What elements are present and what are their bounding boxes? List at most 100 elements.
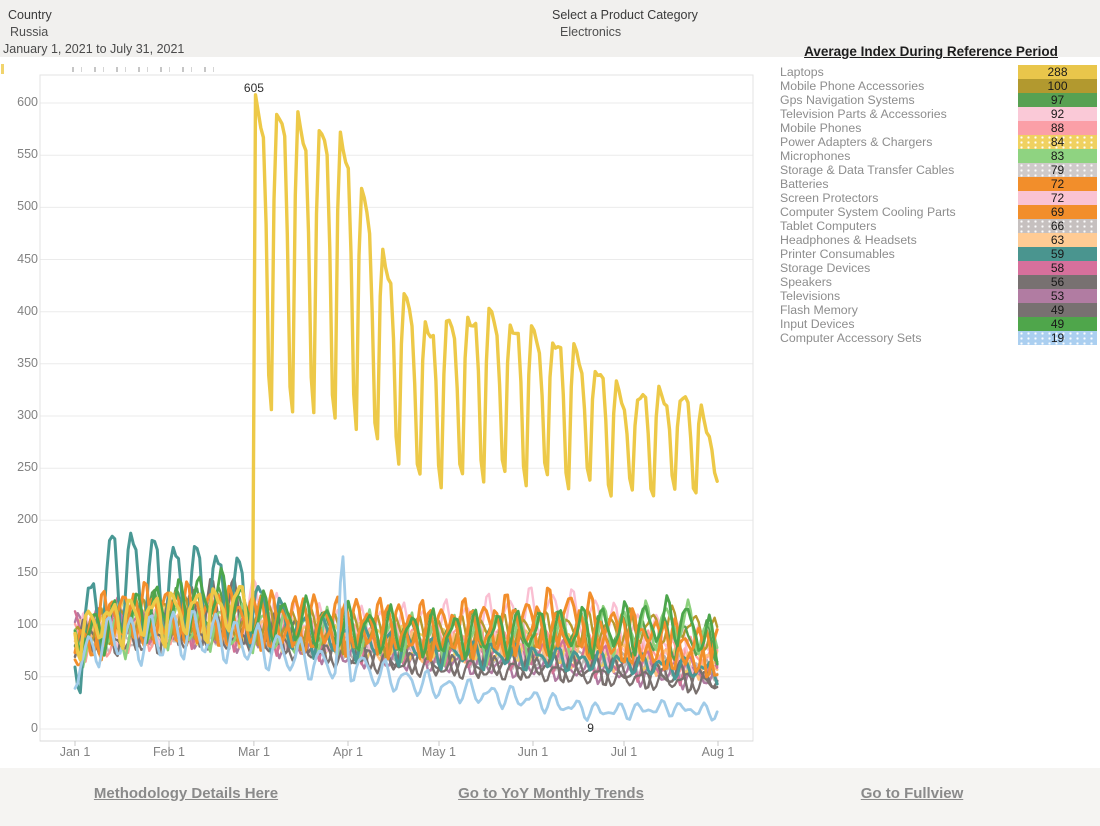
data-annotation: 9 <box>587 720 594 735</box>
y-axis-tick-label: 450 <box>17 251 38 266</box>
legend-item-swatch: 288 <box>1018 65 1097 79</box>
legend-item[interactable]: Speakers 56 <box>765 275 1097 289</box>
legend-item-label: Televisions <box>780 289 841 303</box>
legend-item[interactable]: Computer System Cooling Parts 69 <box>765 205 1097 219</box>
country-filter-label: Country <box>8 8 52 22</box>
legend-item-label: Mobile Phones <box>780 121 862 135</box>
legend-panel: Average Index During Reference Period La… <box>765 44 1097 345</box>
legend-item[interactable]: Printer Consumables 59 <box>765 247 1097 261</box>
legend-title: Average Index During Reference Period <box>804 44 1058 59</box>
category-filter-value[interactable]: Electronics <box>560 25 622 39</box>
legend-item[interactable]: Television Parts & Accessories 92 <box>765 107 1097 121</box>
legend-item[interactable]: Flash Memory 49 <box>765 303 1097 317</box>
x-axis-tick-label: Apr 1 <box>333 745 363 759</box>
yoy-trends-link[interactable]: Go to YoY Monthly Trends <box>458 785 644 802</box>
legend-item-swatch: 92 <box>1018 107 1097 121</box>
legend-item-label: Gps Navigation Systems <box>780 93 915 107</box>
x-axis-tick-label: Jun 1 <box>517 745 549 759</box>
legend-item-label: Power Adapters & Chargers <box>780 135 933 149</box>
x-axis-tick-label: Mar 1 <box>237 745 270 759</box>
x-axis-tick-label: May 1 <box>421 745 456 759</box>
legend-item[interactable]: Headphones & Headsets 63 <box>765 233 1097 247</box>
legend-item-swatch: 79 <box>1018 163 1097 177</box>
y-axis-tick-label: 350 <box>17 355 38 370</box>
legend-item-swatch: 83 <box>1018 149 1097 163</box>
legend-item-swatch: 58 <box>1018 261 1097 275</box>
legend-item-label: Television Parts & Accessories <box>780 107 947 121</box>
legend-item-swatch: 49 <box>1018 303 1097 317</box>
clipped-line-mark <box>1 64 4 74</box>
methodology-link[interactable]: Methodology Details Here <box>93 785 279 802</box>
legend-item-swatch: 19 <box>1018 331 1097 345</box>
legend-item-swatch: 59 <box>1018 247 1097 261</box>
legend-item-label: Storage Devices <box>780 261 871 275</box>
legend-item[interactable]: Televisions 53 <box>765 289 1097 303</box>
x-axis-tick-label: Jan 1 <box>59 745 91 759</box>
y-axis-tick-label: 300 <box>17 408 38 422</box>
x-axis-tick-label: Aug 1 <box>701 745 735 759</box>
legend-item-swatch: 84 <box>1018 135 1097 149</box>
legend-rows: Laptops 288 Mobile Phone Accessories 100 Gps… <box>765 65 1097 345</box>
legend-item-label: Laptops <box>780 65 824 79</box>
series-line-flash-memory[interactable] <box>73 622 719 695</box>
legend-item-label: Computer System Cooling Parts <box>780 205 956 219</box>
legend-item[interactable]: Storage & Data Transfer Cables 79 <box>765 163 1097 177</box>
y-axis-tick-label: 150 <box>17 564 38 579</box>
legend-item[interactable]: Gps Navigation Systems 97 <box>765 93 1097 107</box>
legend-item-swatch: 63 <box>1018 233 1097 247</box>
x-axis-tick-label: Feb 1 <box>153 745 185 759</box>
y-axis-tick-label: 400 <box>17 303 38 318</box>
footer-bar: Methodology Details Here Go to YoY Month… <box>0 768 1100 826</box>
y-axis-tick-label: 50 <box>24 668 38 683</box>
y-axis-tick-label: 550 <box>17 147 38 162</box>
legend-item-swatch: 49 <box>1018 317 1097 331</box>
x-axis-tick-label: Jul 1 <box>610 745 638 759</box>
legend-item-label: Mobile Phone Accessories <box>780 79 925 93</box>
legend-item-swatch: 53 <box>1018 289 1097 303</box>
series-line-laptops[interactable] <box>73 93 719 662</box>
legend-item[interactable]: Mobile Phones 88 <box>765 121 1097 135</box>
legend-item[interactable]: Tablet Computers 66 <box>765 219 1097 233</box>
y-axis-tick-label: 500 <box>17 199 38 214</box>
legend-item-label: Tablet Computers <box>780 219 877 233</box>
legend-item[interactable]: Storage Devices 58 <box>765 261 1097 275</box>
legend-item-swatch: 66 <box>1018 219 1097 233</box>
legend-item-label: Microphones <box>780 149 851 163</box>
category-filter-label: Select a Product Category <box>552 8 698 22</box>
y-axis-tick-label: 600 <box>17 95 38 110</box>
legend-item-swatch: 56 <box>1018 275 1097 289</box>
legend-item-label: Storage & Data Transfer Cables <box>780 163 955 177</box>
data-annotation: 605 <box>243 80 264 95</box>
legend-item-label: Batteries <box>780 177 829 191</box>
country-filter-value[interactable]: Russia <box>10 25 49 39</box>
legend-item[interactable]: Laptops 288 <box>765 65 1097 79</box>
legend-item-label: Computer Accessory Sets <box>780 331 922 345</box>
series-line-computer-accessory-sets[interactable] <box>73 555 719 722</box>
legend-item[interactable]: Batteries 72 <box>765 177 1097 191</box>
fullview-link[interactable]: Go to Fullview <box>860 785 964 802</box>
legend-item[interactable]: Microphones 83 <box>765 149 1097 163</box>
legend-item-swatch: 72 <box>1018 191 1097 205</box>
legend-item-label: Speakers <box>780 275 832 289</box>
legend-item[interactable]: Screen Protectors 72 <box>765 191 1097 205</box>
legend-item[interactable]: Mobile Phone Accessories 100 <box>765 79 1097 93</box>
series-line-input-devices[interactable] <box>73 566 719 666</box>
legend-item[interactable]: Computer Accessory Sets 19 <box>765 331 1097 345</box>
legend-item-label: Screen Protectors <box>780 191 879 205</box>
y-axis-tick-label: 100 <box>17 616 38 631</box>
series-line-printer-consumables[interactable] <box>73 531 719 695</box>
top-filter-bar: Country Russia Select a Product Category… <box>0 0 1100 57</box>
legend-item-swatch: 72 <box>1018 177 1097 191</box>
legend-item-label: Printer Consumables <box>780 247 895 261</box>
y-axis-tick-label: 200 <box>17 512 38 527</box>
legend-item-label: Input Devices <box>780 317 855 331</box>
legend-item-swatch: 88 <box>1018 121 1097 135</box>
legend-item-label: Flash Memory <box>780 303 858 317</box>
y-axis-tick-label: 0 <box>31 721 38 735</box>
legend-item[interactable]: Power Adapters & Chargers 84 <box>765 135 1097 149</box>
y-axis-tick-label: 250 <box>17 460 38 475</box>
legend-item[interactable]: Input Devices 49 <box>765 317 1097 331</box>
date-range-label: January 1, 2021 to July 31, 2021 <box>3 42 185 56</box>
legend-item-swatch: 97 <box>1018 93 1097 107</box>
